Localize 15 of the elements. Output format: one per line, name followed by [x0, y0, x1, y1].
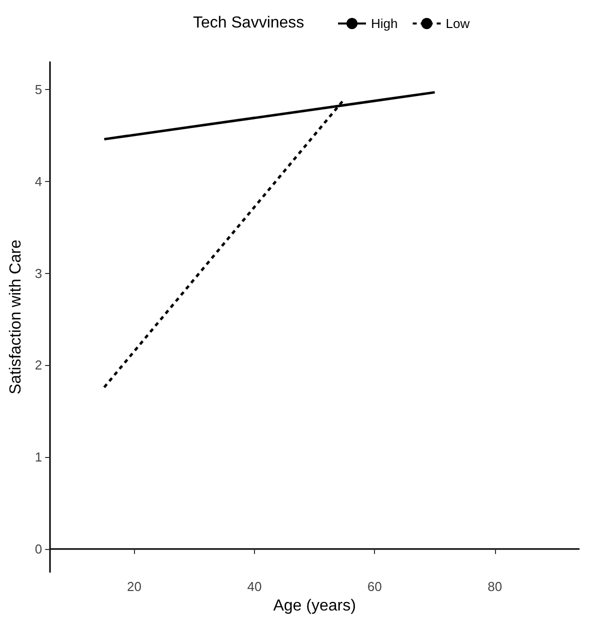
x-tick-label: 40 — [247, 579, 262, 594]
x-tick-label: 20 — [127, 579, 142, 594]
x-tick-label: 60 — [367, 579, 382, 594]
legend-title: Tech Savviness — [193, 14, 304, 32]
x-tick-label: 80 — [488, 579, 502, 594]
legend-label: High — [371, 16, 398, 31]
y-tick-label: 5 — [34, 82, 42, 98]
y-tick-label: 3 — [34, 266, 42, 281]
x-axis-title: Age (years) — [273, 598, 356, 614]
y-tick-label: 0 — [34, 542, 42, 557]
y-tick-label: 4 — [34, 174, 42, 189]
legend-label: Low — [446, 16, 470, 31]
y-axis-title: Satisfaction with Care — [8, 240, 24, 394]
y-tick-label: 2 — [34, 358, 42, 373]
y-tick-label: 1 — [34, 450, 42, 465]
